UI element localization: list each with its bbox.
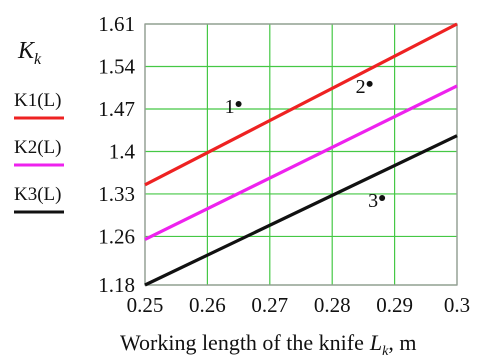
legend-label-2: K2(L) xyxy=(14,137,61,158)
curve-label-marker xyxy=(235,100,242,107)
x-tick-label: 0.3 xyxy=(444,293,470,317)
plot-area xyxy=(145,24,457,285)
series-line-2 xyxy=(144,84,458,241)
x-tick-label: 0.29 xyxy=(376,293,413,317)
curve-label-marker xyxy=(379,195,386,202)
series-line-3 xyxy=(144,134,458,287)
curve-label-2: 2 xyxy=(356,76,366,98)
y-tick-label: 1.26 xyxy=(98,224,135,248)
x-tick-label: 0.28 xyxy=(314,293,351,317)
curve-annotations: 1 2 3 xyxy=(225,76,386,212)
x-tick-label: 0.25 xyxy=(127,293,164,317)
x-tick-labels: 0.25 0.26 0.27 0.28 0.29 0.3 xyxy=(127,293,471,317)
x-axis-label-unit: , m xyxy=(388,330,416,355)
y-tick-label: 1.18 xyxy=(98,273,135,297)
y-axis-label-sub: k xyxy=(34,51,42,68)
y-tick-label: 1.4 xyxy=(109,139,136,163)
plot-frame xyxy=(144,23,458,286)
x-axis-label: Working length of the knife Lk, m xyxy=(120,330,416,359)
y-axis-label: Kk xyxy=(17,38,42,68)
legend-label-1: K1(L) xyxy=(14,90,61,111)
y-tick-label: 1.33 xyxy=(98,182,135,206)
y-axis-label-main: K xyxy=(17,38,36,64)
y-tick-label: 1.47 xyxy=(98,97,135,121)
x-axis-label-symbol-sub: k xyxy=(382,344,389,359)
curve-label-3: 3 xyxy=(368,190,378,212)
series-line-1 xyxy=(144,22,458,187)
x-axis-label-text: Working length of the knife xyxy=(120,330,364,355)
x-tick-label: 0.26 xyxy=(189,293,226,317)
y-tick-labels: 1.61 1.54 1.47 1.4 1.33 1.26 1.18 xyxy=(98,12,135,297)
y-tick-label: 1.61 xyxy=(98,12,135,36)
legend-label-3: K3(L) xyxy=(14,184,61,205)
x-axis-label-symbol: L xyxy=(369,330,382,355)
series-lines xyxy=(144,22,458,287)
legend: K1(L) K2(L) K3(L) xyxy=(14,90,64,214)
curve-label-marker xyxy=(366,80,373,87)
curve-label-1: 1 xyxy=(225,96,235,118)
x-tick-label: 0.27 xyxy=(251,293,288,317)
y-tick-label: 1.54 xyxy=(98,54,135,78)
